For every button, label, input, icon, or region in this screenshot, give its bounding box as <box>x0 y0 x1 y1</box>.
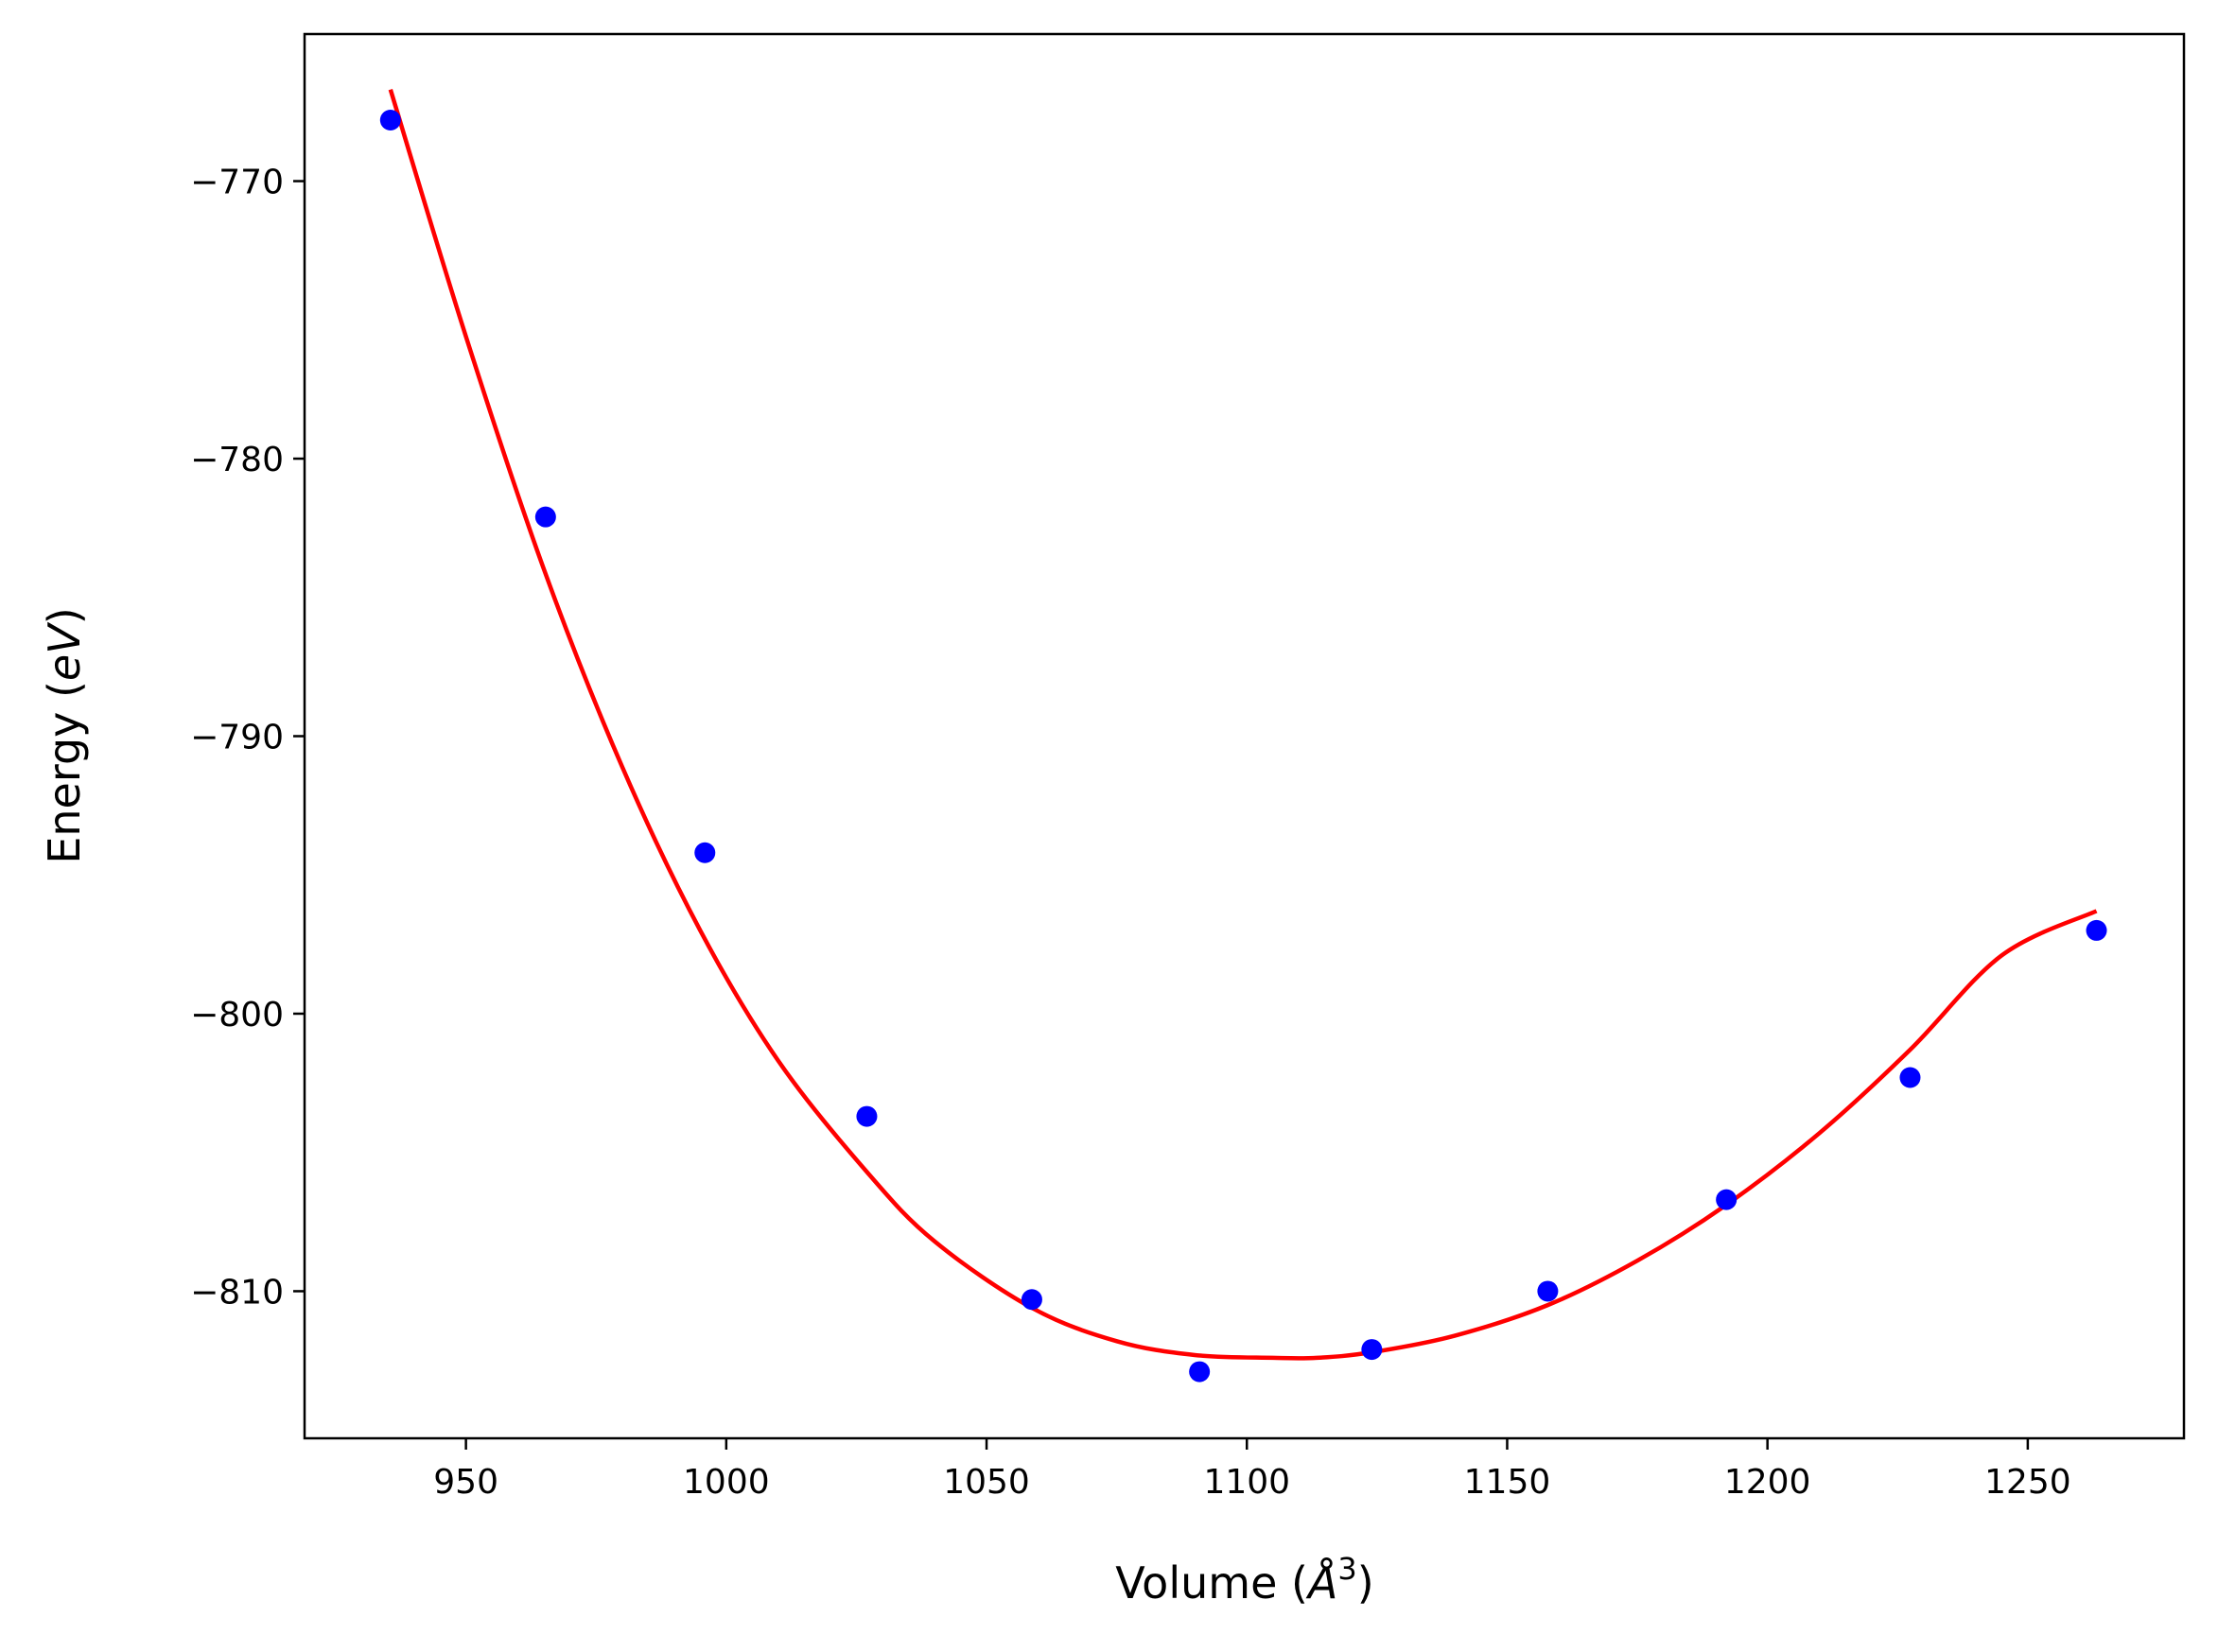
x-axis-ticks: 950 1000 1050 1100 1150 1200 1250 <box>433 1438 2071 1502</box>
data-point <box>1189 1361 1211 1382</box>
y-tick-label: −790 <box>190 719 284 757</box>
y-axis-ticks: −770 −780 −790 −800 −810 <box>190 164 305 1312</box>
y-tick-label: −780 <box>190 441 284 479</box>
data-point <box>1537 1280 1559 1302</box>
y-axis-label-prefix: Energy ( <box>39 681 90 864</box>
data-points-layer <box>379 109 2107 1382</box>
x-tick-label: 1150 <box>1464 1463 1551 1502</box>
data-point <box>2086 919 2107 941</box>
x-axis-label: Volume (Å3) <box>1115 1551 1373 1609</box>
x-axis-label-suffix: ) <box>1357 1557 1374 1609</box>
data-point <box>856 1105 878 1127</box>
data-point <box>1021 1289 1042 1311</box>
data-point <box>694 842 716 863</box>
x-tick-label: 1200 <box>1724 1463 1811 1502</box>
fit-curve-layer <box>388 89 2098 1361</box>
fit-curve-line <box>388 89 2098 1361</box>
data-point <box>1361 1339 1383 1361</box>
data-point <box>1716 1189 1738 1210</box>
data-point <box>379 109 401 130</box>
y-axis-label-unit: eV <box>39 621 90 681</box>
x-tick-label: 1100 <box>1203 1463 1290 1502</box>
data-point <box>534 506 556 528</box>
x-tick-label: 950 <box>433 1463 498 1502</box>
y-tick-label: −810 <box>190 1273 284 1312</box>
y-axis-label: Energy (eV) <box>39 607 90 863</box>
data-point <box>1899 1067 1921 1088</box>
x-tick-label: 1050 <box>943 1463 1030 1502</box>
x-tick-label: 1250 <box>1984 1463 2071 1502</box>
y-tick-label: −770 <box>190 164 284 202</box>
y-axis-label-suffix: ) <box>39 607 90 624</box>
x-axis-label-unit: Å <box>1305 1557 1337 1609</box>
x-axis-label-exponent: 3 <box>1337 1551 1356 1587</box>
x-axis-label-prefix: Volume ( <box>1115 1557 1308 1609</box>
x-tick-label: 1000 <box>683 1463 770 1502</box>
y-tick-label: −800 <box>190 996 284 1035</box>
